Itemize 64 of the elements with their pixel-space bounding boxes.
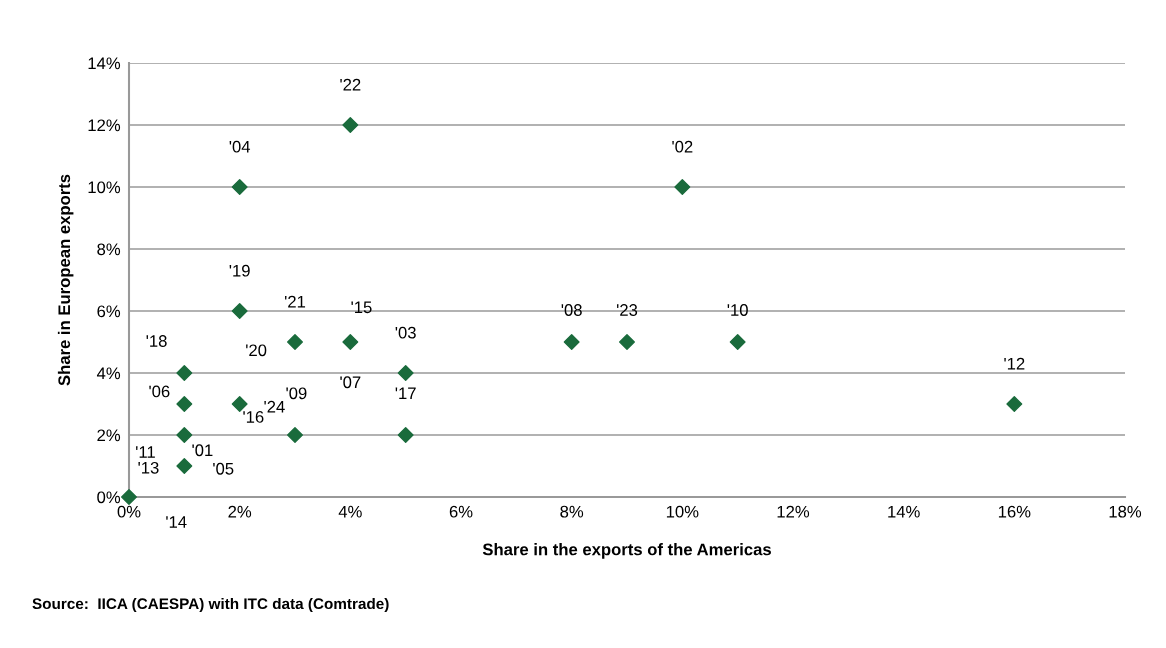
annotation: '23 (616, 304, 638, 316)
y-tick-label: 0% (97, 491, 121, 504)
point (342, 334, 359, 350)
point (231, 179, 248, 195)
annotation: '11 (136, 446, 155, 458)
point (231, 303, 248, 319)
annotation: '24 (264, 400, 285, 413)
point (1006, 396, 1023, 412)
y-tick-label: 12% (88, 119, 121, 132)
point (563, 334, 580, 350)
annotation: '05 (213, 462, 234, 475)
annotation: '21 (284, 295, 306, 308)
y-tick-label: 14% (88, 57, 121, 70)
x-axis-title: Share in the exports of the Americas (482, 543, 771, 559)
y-tick-label: 8% (97, 243, 121, 256)
point (287, 334, 303, 350)
point (674, 179, 691, 195)
annotation: '17 (395, 387, 416, 400)
annotation: '18 (146, 335, 167, 347)
y-tick-label: 6% (97, 305, 121, 318)
annotation: '15 (351, 301, 372, 314)
x-tick-label: 2% (228, 505, 252, 518)
point (397, 427, 414, 443)
annotation: '19 (229, 264, 250, 277)
annotation: '01 (192, 444, 213, 457)
y-tick-label: 2% (97, 429, 121, 442)
point (729, 334, 746, 350)
point (176, 427, 193, 443)
x-tick-label: 6% (449, 505, 473, 518)
point (397, 365, 414, 381)
annotation: '08 (561, 304, 582, 316)
x-tick-label: 8% (560, 505, 584, 518)
x-tick-label: 12% (777, 505, 810, 518)
x-tick-label: 4% (338, 505, 362, 518)
annotation: '10 (727, 304, 748, 316)
point (342, 117, 359, 133)
x-tick-label: 0% (117, 505, 141, 518)
point (287, 427, 303, 443)
annotation: '20 (246, 344, 267, 357)
point (176, 396, 193, 412)
point (619, 334, 635, 350)
annotation: '12 (1004, 357, 1025, 370)
point (231, 396, 248, 412)
annotation: '04 (229, 140, 251, 153)
x-tick-label: 16% (998, 505, 1031, 518)
x-tick-label: 14% (888, 505, 920, 518)
y-tick-label: 10% (88, 181, 121, 194)
point (176, 365, 193, 381)
y-axis-title: Share in European exports (57, 174, 74, 386)
source-note: Source: IICA (CAESPA) with ITC data (Comtrade) (32, 597, 389, 613)
annotation: '13 (138, 461, 159, 474)
annotation: '03 (395, 326, 416, 339)
annotation: '02 (672, 140, 693, 153)
annotation: '06 (149, 385, 170, 398)
annotation: '16 (243, 411, 264, 423)
point (176, 458, 193, 474)
annotation: '07 (340, 376, 361, 389)
x-tick-label: 18% (1109, 505, 1142, 518)
y-tick-label: 4% (96, 367, 121, 380)
annotation: '22 (340, 78, 361, 91)
point (121, 489, 137, 505)
annotation: '09 (286, 387, 307, 400)
annotation: '14 (166, 516, 187, 528)
x-tick-label: 10% (666, 505, 699, 518)
